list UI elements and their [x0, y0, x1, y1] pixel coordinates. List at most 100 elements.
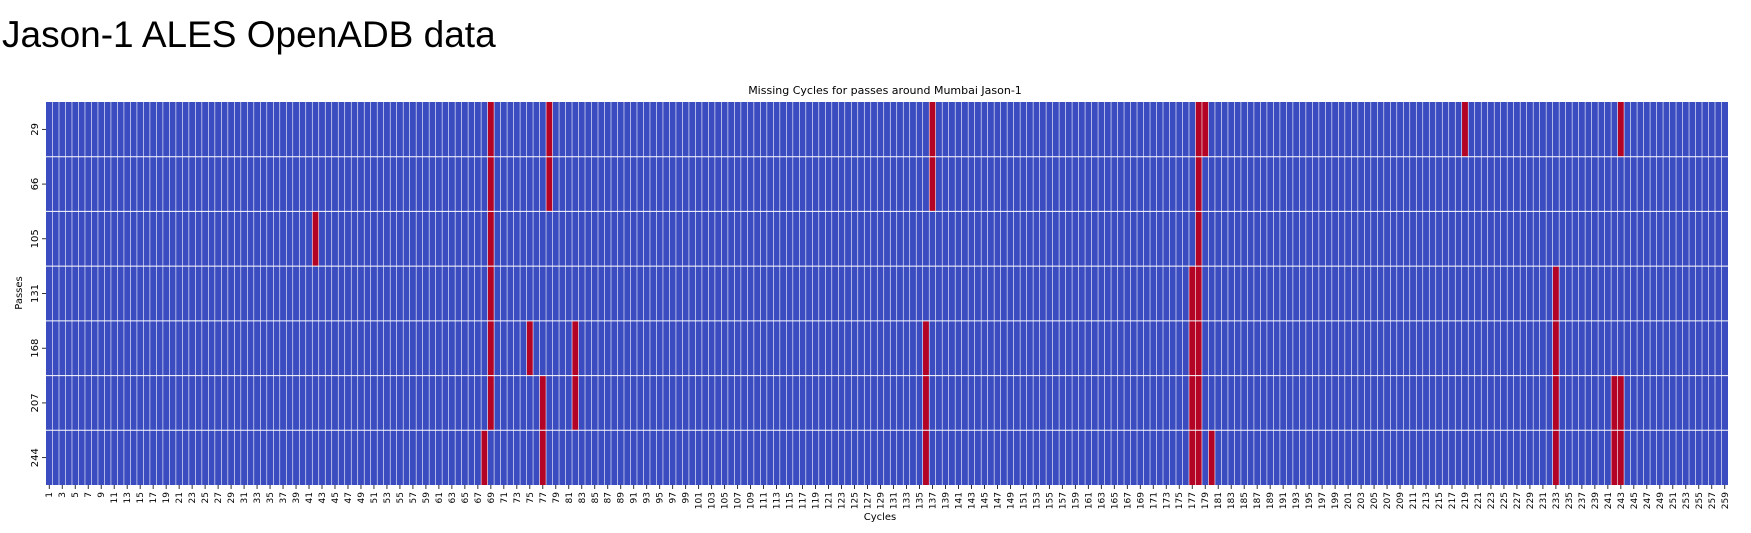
x-tick-label: 51 — [370, 492, 380, 503]
chart-title: Missing Cycles for passes around Mumbai … — [748, 84, 1022, 97]
y-axis-label: Passes — [14, 276, 25, 310]
x-tick-label: 187 — [1253, 492, 1263, 509]
x-tick-label: 59 — [422, 492, 432, 504]
x-tick-label: 107 — [734, 492, 744, 509]
missing-cell — [1188, 430, 1196, 485]
x-tick-label: 97 — [669, 492, 679, 503]
x-tick-label: 199 — [1331, 492, 1341, 509]
x-tick-label: 247 — [1643, 492, 1653, 509]
x-tick-label: 41 — [305, 492, 315, 503]
missing-cell — [1188, 375, 1196, 431]
x-tick-label: 111 — [760, 492, 770, 509]
x-tick-label: 257 — [1708, 492, 1718, 509]
x-tick-label: 5 — [71, 492, 81, 498]
x-tick-label: 65 — [461, 492, 471, 503]
missing-cell — [487, 102, 495, 157]
missing-cell — [1195, 375, 1202, 431]
missing-cell — [1552, 430, 1560, 485]
missing-cell — [1552, 375, 1560, 431]
x-tick-label: 17 — [149, 492, 159, 503]
x-tick-label: 11 — [110, 492, 120, 503]
x-tick-label: 165 — [1110, 492, 1120, 509]
x-tick-label: 77 — [539, 492, 549, 503]
x-tick-label: 253 — [1682, 492, 1692, 509]
x-tick-label: 53 — [383, 492, 393, 503]
x-tick-label: 23 — [188, 492, 198, 503]
x-tick-label: 103 — [708, 492, 718, 509]
x-tick-label: 173 — [1162, 492, 1172, 509]
x-tick-label: 191 — [1279, 492, 1289, 509]
x-tick-label: 259 — [1721, 492, 1731, 509]
x-tick-label: 83 — [578, 492, 588, 503]
missing-cell — [481, 430, 488, 485]
x-tick-label: 45 — [331, 492, 341, 503]
x-tick-label: 69 — [487, 492, 497, 504]
x-tick-label: 217 — [1448, 492, 1458, 509]
x-tick-label: 175 — [1175, 492, 1185, 509]
x-tick-label: 119 — [812, 492, 822, 509]
missing-cell — [546, 102, 553, 157]
x-tick-label: 233 — [1552, 492, 1562, 509]
x-tick-label: 151 — [1019, 492, 1029, 509]
x-tick-label: 171 — [1149, 492, 1159, 509]
x-tick-label: 179 — [1201, 492, 1211, 509]
x-tick-label: 195 — [1305, 492, 1315, 509]
x-tick-label: 81 — [565, 492, 575, 503]
x-tick-label: 7 — [84, 492, 94, 498]
x-tick-label: 133 — [902, 492, 912, 509]
missing-cell — [1188, 320, 1196, 376]
x-tick-label: 13 — [123, 492, 133, 503]
missing-cell — [487, 266, 495, 321]
missing-cell — [572, 320, 579, 376]
y-tick-labels: 29 66 105 131 168 207 244 — [30, 123, 41, 467]
y-tick-label: 105 — [30, 229, 41, 248]
x-tick-label: 115 — [786, 492, 796, 509]
x-tick-label: 147 — [993, 492, 1003, 509]
y-tick-label: 66 — [30, 178, 41, 191]
x-tick-label: 39 — [292, 492, 302, 504]
missing-cell — [539, 375, 547, 431]
x-tick-label: 243 — [1617, 492, 1627, 509]
missing-cell — [526, 320, 534, 376]
x-tick-label: 25 — [201, 492, 211, 503]
x-tick-label: 131 — [889, 492, 899, 509]
x-tick-label: 143 — [967, 492, 977, 509]
x-tick-label: 75 — [526, 492, 536, 503]
y-tick-label: 207 — [30, 393, 41, 412]
x-tick-label: 239 — [1591, 492, 1601, 509]
x-tick-label: 255 — [1695, 492, 1705, 509]
x-tick-label: 219 — [1461, 492, 1471, 509]
x-tick-label: 79 — [552, 492, 562, 504]
x-tick-label: 43 — [318, 492, 328, 503]
heatmap-background — [46, 102, 1728, 485]
missing-cell — [1617, 102, 1625, 157]
x-tick-label: 213 — [1422, 492, 1432, 509]
x-tick-label: 99 — [682, 492, 692, 504]
x-tick-labels: 1 3 5 7 9 11 13 15 17 19 21 23 25 27 29 31 33 35 37 39 41 43 4… — [45, 492, 1731, 509]
x-tick-label: 61 — [435, 492, 445, 503]
x-tick-label: 117 — [799, 492, 809, 509]
x-tick-label: 125 — [851, 492, 861, 509]
x-tick-label: 87 — [604, 492, 614, 503]
x-tick-label: 15 — [136, 492, 146, 503]
x-tick-label: 63 — [448, 492, 458, 503]
x-tick-label: 221 — [1474, 492, 1484, 509]
y-tick-label: 244 — [30, 448, 41, 467]
x-tick-label: 101 — [695, 492, 705, 509]
x-tick-label: 71 — [500, 492, 510, 503]
x-tick-label: 169 — [1136, 492, 1146, 509]
x-tick-label: 241 — [1604, 492, 1614, 509]
x-tick-label: 37 — [279, 492, 289, 503]
x-tick-label: 157 — [1058, 492, 1068, 509]
x-tick-label: 121 — [825, 492, 835, 509]
x-tick-label: 197 — [1318, 492, 1328, 509]
x-tick-label: 35 — [266, 492, 276, 503]
missing-cell — [922, 320, 930, 376]
x-tick-label: 47 — [344, 492, 354, 503]
x-tick-label: 123 — [838, 492, 848, 509]
x-tick-label: 215 — [1435, 492, 1445, 509]
missing-cell — [487, 320, 495, 376]
x-tick-label: 91 — [630, 492, 640, 503]
x-tick-label: 85 — [591, 492, 601, 503]
x-tick-label: 237 — [1578, 492, 1588, 509]
